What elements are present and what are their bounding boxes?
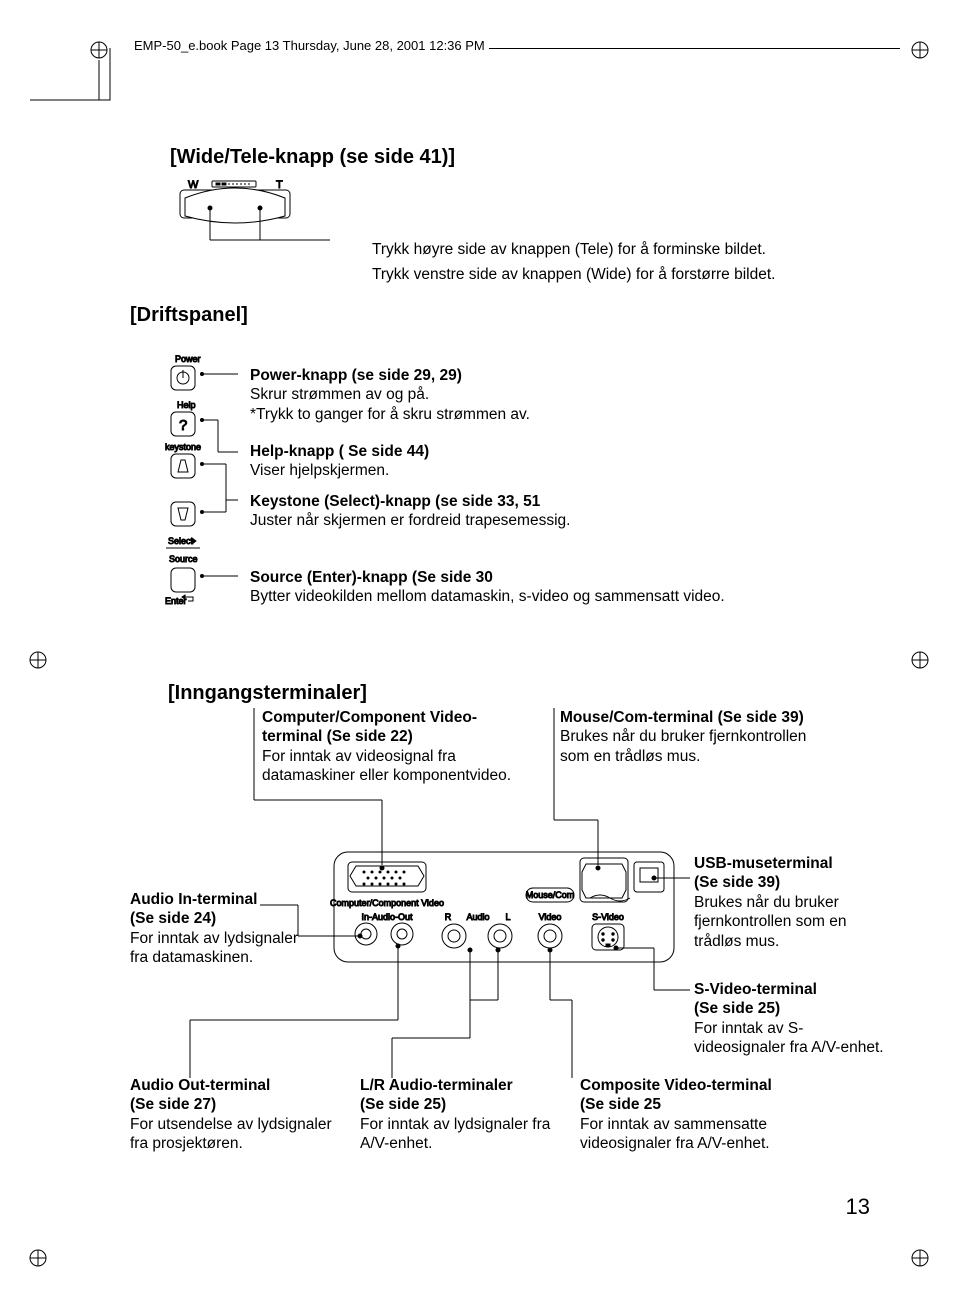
svg-text:L: L [505,912,510,922]
help-l1: Viser hjelpskjermen. [250,462,389,479]
power-l1: Skrur strømmen av og på. [250,386,429,403]
composite-l1: For inntak av sammensatte videosignaler … [580,1116,770,1152]
svideo-l1: For inntak av S-videosignaler fra A/V-en… [694,1020,884,1056]
svg-text:Help: Help [177,400,196,410]
comp-video-title: Computer/Component Video- terminal (Se s… [262,709,477,745]
usb-desc: USB-museterminal (Se side 39) Brukes når… [694,854,884,951]
driftspanel-diagram: Power Help ? keystone Select [148,352,238,657]
audio-out-l1: For utsendelse av lydsignaler fra prosje… [130,1116,332,1152]
help-title: Help-knapp ( Se side 44) [250,443,429,460]
page-number: 13 [846,1194,870,1220]
driftspanel-title: [Driftspanel] [130,304,248,327]
mouse-com-title: Mouse/Com-terminal (Se side 39) [560,709,804,726]
keystone-l1: Juster når skjermen er fordreid trapesem… [250,512,570,529]
svg-text:Select: Select [168,536,194,546]
svg-text:Power: Power [175,354,201,364]
source-l1: Bytter videokilden mellom datamaskin, s-… [250,588,725,605]
svg-text:R: R [445,912,452,922]
svg-text:Computer/Component Video: Computer/Component Video [330,898,444,908]
svg-text:W: W [188,179,199,191]
power-title: Power-knapp (se side 29, 29) [250,367,462,384]
inngang-title: [Inngangsterminaler] [168,682,367,705]
composite-title: Composite Video-terminal (Se side 25 [580,1077,772,1113]
wide-tele-title: [Wide/Tele-knapp (se side 41)] [170,146,455,169]
composite-desc: Composite Video-terminal (Se side 25 For… [580,1076,810,1154]
svg-text:In-Audio-Out: In-Audio-Out [361,912,413,922]
keystone-title: Keystone (Select)-knapp (se side 33, 51 [250,493,540,510]
wide-tele-desc: Trykk høyre side av knappen (Tele) for å… [372,238,775,288]
header-text: EMP-50_e.book Page 13 Thursday, June 28,… [130,38,489,53]
usb-title: USB-museterminal (Se side 39) [694,855,833,891]
usb-l1: Brukes når du bruker fjernkontrollen som… [694,894,847,950]
help-desc: Help-knapp ( Se side 44) Viser hjelpskje… [250,442,429,481]
wide-tele-line2: Trykk venstre side av knappen (Wide) for… [372,263,775,288]
lr-audio-title: L/R Audio-terminaler (Se side 25) [360,1077,513,1113]
source-title: Source (Enter)-knapp (Se side 30 [250,569,493,586]
lr-audio-l1: For inntak av lydsignaler fra A/V-enhet. [360,1116,550,1152]
source-desc: Source (Enter)-knapp (Se side 30 Bytter … [250,568,725,607]
audio-out-desc: Audio Out-terminal (Se side 27) For utse… [130,1076,340,1154]
page: EMP-50_e.book Page 13 Thursday, June 28,… [0,0,960,1292]
mouse-com-desc: Mouse/Com-terminal (Se side 39) Brukes n… [560,708,820,766]
svg-text:Audio: Audio [466,912,489,922]
svg-text:keystone: keystone [165,442,201,452]
audio-in-l1: For inntak av lydsignaler fra datamaskin… [130,930,298,966]
comp-video-l1: For inntak av videosignal fra datamaskin… [262,748,511,784]
svideo-desc: S-Video-terminal (Se side 25) For inntak… [694,980,884,1058]
wide-tele-diagram: W T [170,178,330,253]
svg-text:Video: Video [539,912,562,922]
mouse-com-l1: Brukes når du bruker fjernkontrollen som… [560,728,806,764]
keystone-desc: Keystone (Select)-knapp (se side 33, 51 … [250,492,570,531]
svideo-title: S-Video-terminal (Se side 25) [694,981,817,1017]
svg-text:S-Video: S-Video [592,912,624,922]
comp-video-desc: Computer/Component Video- terminal (Se s… [262,708,522,786]
lr-audio-desc: L/R Audio-terminaler (Se side 25) For in… [360,1076,560,1154]
audio-out-title: Audio Out-terminal (Se side 27) [130,1077,270,1113]
svg-text:T: T [276,179,283,191]
power-l2: *Trykk to ganger for å skru strømmen av. [250,406,530,423]
svg-text:?: ? [179,417,187,434]
svg-text:Source: Source [169,554,198,564]
power-desc: Power-knapp (se side 29, 29) Skrur strøm… [250,366,530,424]
audio-in-title: Audio In-terminal (Se side 24) [130,891,257,927]
audio-in-desc: Audio In-terminal (Se side 24) For innta… [130,890,300,968]
svg-text:Mouse/Com: Mouse/Com [526,890,575,900]
wide-tele-line1: Trykk høyre side av knappen (Tele) for å… [372,238,775,263]
connector-diagram: Computer/Component Video In-Audio-Out R … [330,848,690,1013]
